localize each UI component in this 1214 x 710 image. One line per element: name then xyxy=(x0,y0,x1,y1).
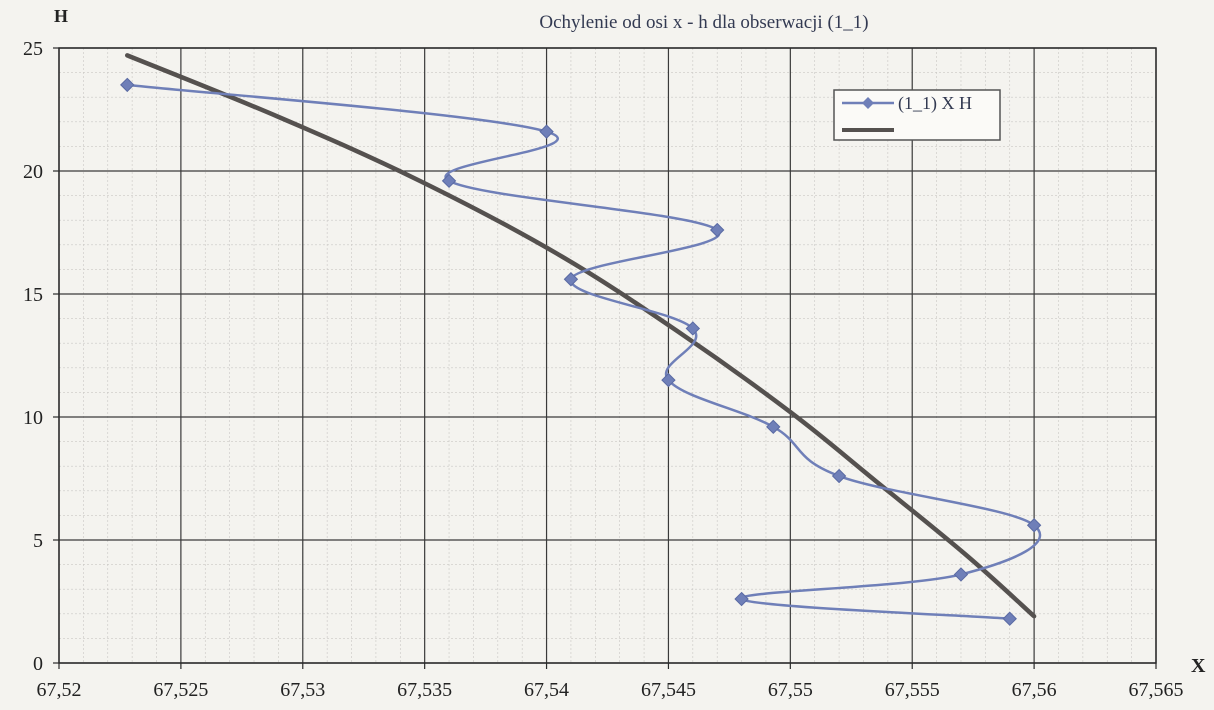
y-tick-label: 25 xyxy=(23,38,43,60)
x-tick-label: 67,54 xyxy=(524,679,569,701)
y-tick-label: 10 xyxy=(23,407,43,429)
x-tick-label: 67,555 xyxy=(885,679,940,701)
data-point-marker xyxy=(441,173,457,189)
x-tick-label: 67,525 xyxy=(153,679,208,701)
series-layer xyxy=(120,53,1042,626)
y-tick-label: 5 xyxy=(33,530,43,552)
data-point-marker xyxy=(734,591,749,607)
x-tick-label: 67,56 xyxy=(1012,679,1057,701)
chart-title: Ochylenie od osi x - h dla obserwacji (1… xyxy=(539,12,868,33)
data-point-marker xyxy=(661,372,676,388)
data-point-marker xyxy=(766,419,781,435)
y-tick-label: 0 xyxy=(33,653,43,675)
data-point-marker xyxy=(831,468,847,484)
y-axis-label: H xyxy=(54,6,68,26)
data-point-marker xyxy=(953,567,969,582)
trend-line xyxy=(125,53,1037,619)
plot-frame xyxy=(58,47,1157,664)
data-point-marker xyxy=(563,272,579,287)
data-point-marker xyxy=(120,77,135,93)
x-tick-label: 67,52 xyxy=(37,679,82,701)
data-point-marker xyxy=(685,321,701,336)
y-tick-labels: 0 5 10 15 20 25 xyxy=(23,38,59,675)
x-tick-label: 67,53 xyxy=(280,679,325,701)
data-point-marker xyxy=(709,222,725,238)
data-point-marker xyxy=(539,124,554,139)
x-axis-label: X xyxy=(1191,655,1206,677)
data-point-marker xyxy=(1002,611,1017,626)
x-tick-labels: 67,52 67,525 67,53 67,535 67,54 67,545 67,55 67… xyxy=(37,663,1184,701)
legend-swatch-marker-1 xyxy=(862,97,874,109)
x-tick-label: 67,565 xyxy=(1129,679,1184,701)
x-tick-label: 67,535 xyxy=(397,679,452,701)
y-tick-label: 20 xyxy=(23,161,43,183)
x-tick-label: 67,55 xyxy=(768,679,813,701)
x-tick-label: 67,545 xyxy=(641,679,696,701)
data-point-marker xyxy=(1026,518,1042,533)
legend-label-1: (1_1) X H xyxy=(898,93,972,114)
major-grid xyxy=(58,47,1157,664)
series-line xyxy=(126,83,1042,620)
legend: (1_1) X H xyxy=(833,89,1001,141)
y-tick-label: 15 xyxy=(23,284,43,306)
